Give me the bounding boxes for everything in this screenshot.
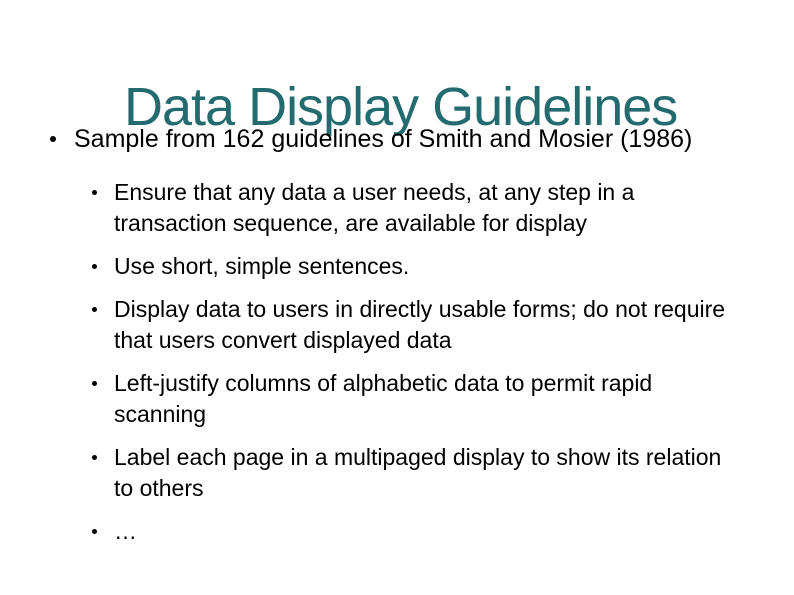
sub-bullet-item: Use short, simple sentences. bbox=[44, 251, 744, 282]
sub-bullet-item: Display data to users in directly usable… bbox=[44, 294, 744, 356]
bullet-icon bbox=[92, 529, 97, 534]
sub-bullet-item: Left-justify columns of alphabetic data … bbox=[44, 368, 744, 430]
main-bullet-text: Sample from 162 guidelines of Smith and … bbox=[74, 122, 692, 157]
bullet-icon bbox=[92, 190, 97, 195]
sub-bullet-item: Label each page in a multipaged display … bbox=[44, 442, 744, 504]
bullet-icon bbox=[92, 307, 97, 312]
sub-bullet-text: Display data to users in directly usable… bbox=[114, 294, 744, 356]
bullet-icon bbox=[92, 264, 97, 269]
sub-bullet-text: … bbox=[114, 516, 137, 547]
slide-content: Sample from 162 guidelines of Smith and … bbox=[44, 122, 744, 559]
sub-bullet-text: Use short, simple sentences. bbox=[114, 251, 409, 282]
bullet-icon bbox=[92, 381, 97, 386]
sub-bullet-text: Left-justify columns of alphabetic data … bbox=[114, 368, 744, 430]
sub-bullet-item: Ensure that any data a user needs, at an… bbox=[44, 177, 744, 239]
sub-bullet-text: Ensure that any data a user needs, at an… bbox=[114, 177, 744, 239]
bullet-icon bbox=[92, 455, 97, 460]
slide-container: Data Display Guidelines Sample from 162 … bbox=[0, 0, 794, 595]
bullet-icon bbox=[50, 136, 56, 142]
sub-bullet-list: Ensure that any data a user needs, at an… bbox=[44, 177, 744, 547]
main-bullet-item: Sample from 162 guidelines of Smith and … bbox=[44, 122, 744, 157]
sub-bullet-item: … bbox=[44, 516, 744, 547]
sub-bullet-text: Label each page in a multipaged display … bbox=[114, 442, 744, 504]
